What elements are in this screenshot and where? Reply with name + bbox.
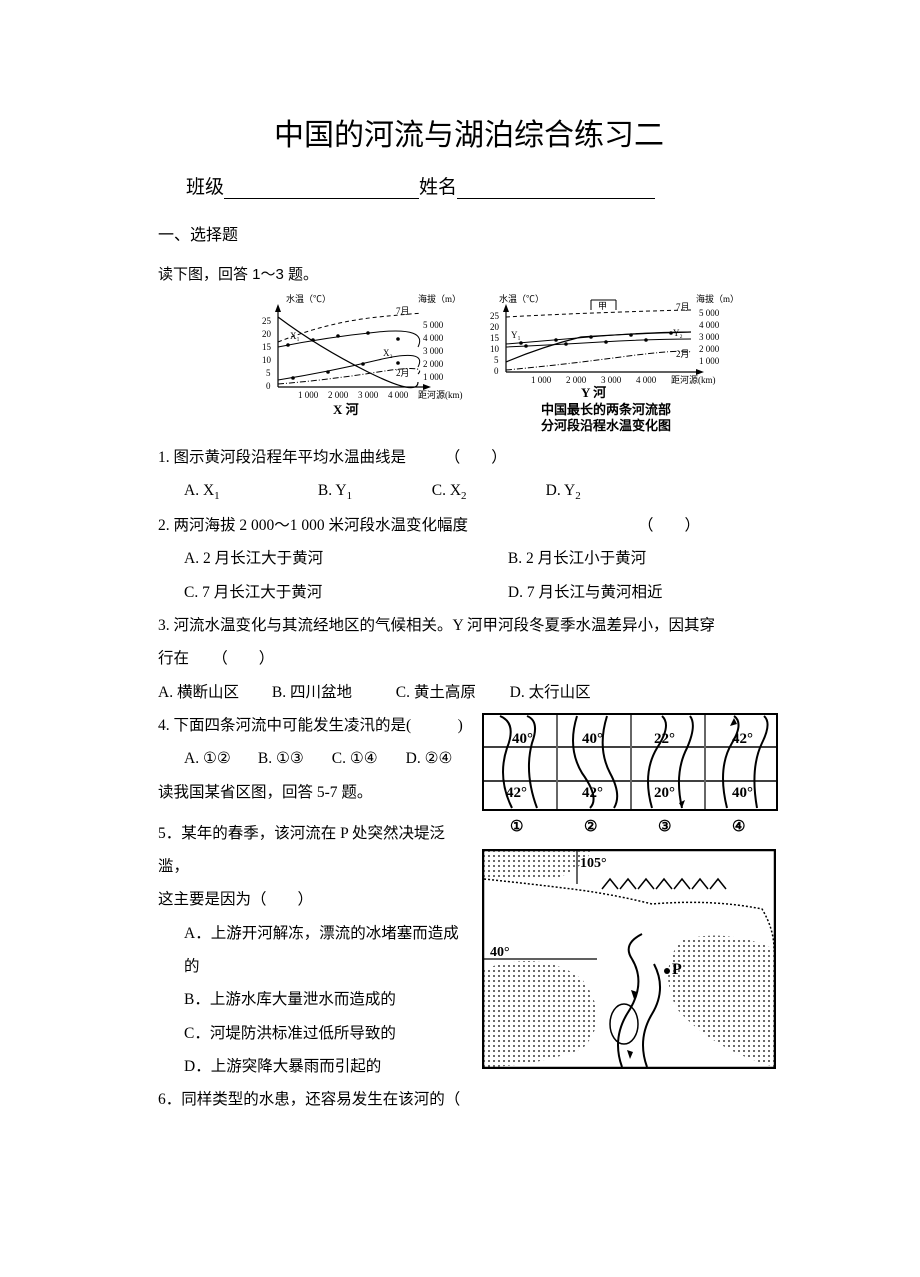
svg-text:105°: 105° [580,856,607,871]
q2-opt-d[interactable]: D. 7 月长江与黄河相近 [508,584,663,601]
question-2-options: A. 2 月长江大于黄河 B. 2 月长江小于黄河 C. 7 月长江大于黄河 D… [158,542,780,609]
svg-text:4 000: 4 000 [388,390,409,400]
svg-text:水温（℃）: 水温（℃） [286,293,331,304]
svg-text:1 000: 1 000 [531,375,552,385]
svg-text:1 000: 1 000 [298,390,319,400]
svg-text:2 000: 2 000 [566,375,587,385]
svg-text:5: 5 [494,355,499,365]
svg-text:距河源(km): 距河源(km) [671,374,716,385]
svg-text:40°: 40° [490,945,510,960]
name-blank[interactable] [457,180,655,199]
svg-text:P: P [672,961,682,978]
svg-text:Y₂: Y₂ [673,328,683,338]
q4-opt-d[interactable]: D. ②④ [406,742,453,775]
svg-text:4 000: 4 000 [423,333,444,343]
q1-opt-b[interactable]: B. Y1 [318,474,428,509]
q3-opt-a[interactable]: A. 横断山区 [158,676,268,709]
name-label: 姓名 [419,177,457,198]
class-blank[interactable] [224,180,419,199]
svg-text:海拔（m）: 海拔（m） [696,293,739,304]
svg-text:20: 20 [490,322,500,332]
q1-opt-c[interactable]: C. X2 [432,474,542,509]
svg-text:X 河: X 河 [333,402,359,417]
svg-text:1 000: 1 000 [423,372,444,382]
svg-text:25: 25 [490,311,500,321]
q3-opt-c[interactable]: C. 黄土高原 [396,676,506,709]
question-3-options: A. 横断山区 B. 四川盆地 C. 黄土高原 D. 太行山区 [158,676,780,709]
class-label: 班级 [186,177,224,198]
svg-text:距河源(km): 距河源(km) [418,389,463,400]
instruction-1: 读下图，回答 1～3 题。 [158,263,780,284]
svg-text:15: 15 [262,342,272,352]
svg-text:③: ③ [658,819,671,835]
svg-text:2 000: 2 000 [328,390,349,400]
svg-text:10: 10 [262,355,272,365]
header-line: 班级 姓名 [186,172,780,199]
q3-opt-d[interactable]: D. 太行山区 [510,676,591,709]
question-2: 2. 两河海拔 2 000～1 000 米河段水温变化幅度（ ） [158,509,780,542]
svg-text:4 000: 4 000 [636,375,657,385]
question-1-options: A. X1 B. Y1 C. X2 D. Y2 [158,474,780,509]
question-1: 1. 图示黄河段沿程年平均水温曲线是 （ ） [158,441,780,474]
q2-opt-b[interactable]: B. 2 月长江小于黄河 [508,550,646,567]
svg-text:①: ① [510,819,523,835]
q4-opt-b[interactable]: B. ①③ [258,742,328,775]
q1-opt-a[interactable]: A. X1 [184,474,314,509]
svg-text:40°: 40° [582,731,603,747]
svg-text:5: 5 [266,368,271,378]
q4-opt-a[interactable]: A. ①② [184,742,254,775]
province-map: 105° 40° P [482,849,776,1069]
river-panels: 40° 42° 40° 42° 22° 20° [482,713,778,838]
section-heading: 一、选择题 [158,221,780,245]
svg-text:20: 20 [262,329,272,339]
svg-text:中国最长的两条河流部: 中国最长的两条河流部 [541,402,671,417]
svg-text:甲: 甲 [598,301,607,311]
svg-text:20°: 20° [654,785,675,801]
svg-text:Y₁: Y₁ [511,330,521,340]
svg-text:15: 15 [490,333,500,343]
svg-text:水温（℃）: 水温（℃） [499,293,544,304]
svg-text:3 000: 3 000 [358,390,379,400]
svg-text:7月: 7月 [676,302,690,312]
q2-opt-a[interactable]: A. 2 月长江大于黄河 [184,542,504,575]
svg-text:④: ④ [732,819,745,835]
svg-text:3 000: 3 000 [423,346,444,356]
charts-area: 水温（℃） 海拔（m） 0 5 10 15 20 25 1 000 2 000 … [218,292,780,437]
svg-text:2月: 2月 [676,349,690,359]
question-3: 3. 河流水温变化与其流经地区的气候相关。Y 河甲河段冬夏季水温差异小，因其穿 … [158,609,780,676]
svg-text:3 000: 3 000 [699,332,720,342]
q4-opt-c[interactable]: C. ①④ [332,742,402,775]
page-title: 中国的河流与湖泊综合练习二 [158,110,780,154]
svg-text:25: 25 [262,316,272,326]
svg-text:2月: 2月 [396,368,410,378]
svg-text:2 000: 2 000 [699,344,720,354]
svg-text:7月: 7月 [396,306,410,316]
svg-text:42°: 42° [506,785,527,801]
svg-text:X₁: X₁ [290,331,300,341]
chart-y: 水温（℃） 海拔（m） 0 5 10 15 20 25 1 000 2 000 … [481,292,751,437]
question-6: 6．同样类型的水患，还容易发生在该河的（ [158,1083,780,1116]
svg-text:Y 河: Y 河 [581,385,606,400]
chart-x: 水温（℃） 海拔（m） 0 5 10 15 20 25 1 000 2 000 … [218,292,473,422]
figures-right: 40° 42° 40° 42° 22° 20° [482,713,780,1074]
svg-text:0: 0 [266,381,271,391]
q3-opt-b[interactable]: B. 四川盆地 [272,676,392,709]
svg-text:10: 10 [490,344,500,354]
svg-text:3 000: 3 000 [601,375,622,385]
svg-text:5 000: 5 000 [699,308,720,318]
q2-opt-c[interactable]: C. 7 月长江大于黄河 [184,576,504,609]
svg-text:2 000: 2 000 [423,359,444,369]
svg-text:②: ② [584,819,597,835]
svg-text:X₂: X₂ [383,348,393,358]
svg-text:海拔（m）: 海拔（m） [418,293,461,304]
svg-text:40°: 40° [732,785,753,801]
svg-text:4 000: 4 000 [699,320,720,330]
svg-text:5 000: 5 000 [423,320,444,330]
svg-text:0: 0 [494,366,499,376]
svg-text:分河段沿程水温变化图: 分河段沿程水温变化图 [541,418,671,433]
q1-opt-d[interactable]: D. Y2 [546,474,581,509]
svg-text:1 000: 1 000 [699,356,720,366]
svg-text:40°: 40° [512,731,533,747]
